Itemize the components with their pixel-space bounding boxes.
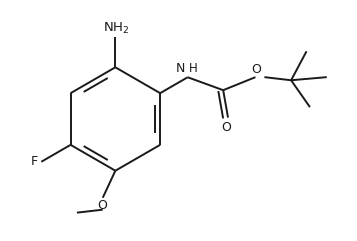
Text: NH$_2$: NH$_2$ (103, 21, 130, 36)
Text: O: O (252, 63, 261, 76)
Text: H: H (189, 62, 197, 75)
Text: O: O (97, 199, 107, 212)
Text: N: N (176, 62, 185, 75)
Text: O: O (221, 120, 231, 134)
Text: F: F (31, 155, 38, 168)
